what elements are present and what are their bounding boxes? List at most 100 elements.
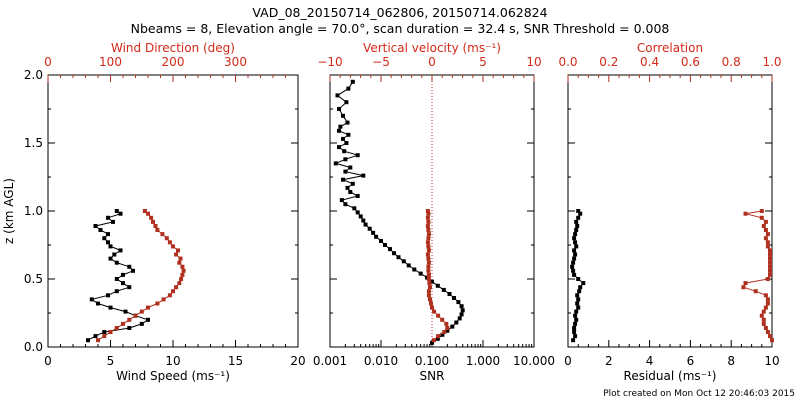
data-point-wind-direction (161, 297, 166, 302)
data-point-residual (577, 289, 582, 294)
data-point-vertical-velocity (426, 256, 431, 261)
data-point-residual (576, 209, 581, 213)
data-point-correlation (765, 330, 770, 334)
data-point-snr (440, 332, 445, 337)
xtick-label: 20 (290, 354, 305, 368)
data-point-residual (572, 272, 577, 277)
data-point-residual (578, 285, 583, 290)
data-point-vertical-velocity (426, 268, 431, 273)
data-point-wind-speed (114, 289, 119, 294)
data-point-snr (333, 161, 338, 166)
xtick-label: 5 (107, 354, 115, 368)
data-point-wind-direction (171, 244, 175, 249)
data-point-residual (574, 309, 579, 314)
data-point-correlation (768, 264, 772, 269)
data-point-wind-speed (86, 338, 90, 343)
data-point-snr (361, 173, 366, 178)
data-point-vertical-velocity (436, 334, 441, 339)
data-point-correlation (770, 338, 774, 343)
data-point-wind-speed (108, 305, 113, 310)
x2-axis-label: Wind Direction (deg) (111, 41, 235, 55)
data-point-wind-speed (127, 326, 132, 330)
data-point-wind-speed (121, 272, 125, 277)
ytick-label: 0.0 (24, 340, 43, 354)
data-point-wind-speed (93, 224, 98, 228)
data-point-vertical-velocity (426, 219, 431, 224)
data-point-wind-direction (179, 277, 184, 281)
data-point-snr (335, 93, 340, 98)
data-point-wind-direction (167, 240, 172, 245)
data-point-snr (418, 271, 423, 276)
data-point-vertical-velocity (430, 305, 434, 310)
data-point-vertical-velocity (436, 313, 441, 318)
data-point-correlation (765, 301, 770, 306)
data-point-vertical-velocity (426, 260, 431, 265)
data-point-residual (574, 244, 579, 249)
data-point-snr (460, 308, 465, 313)
data-point-snr (388, 247, 392, 252)
data-point-wind-direction (180, 264, 185, 269)
data-point-residual (574, 219, 579, 224)
data-point-correlation (743, 281, 748, 286)
x2tick-label: 0.8 (722, 55, 741, 69)
series-line-wind-direction (97, 210, 185, 341)
data-point-snr (457, 316, 462, 321)
data-point-correlation (768, 260, 772, 265)
data-point-vertical-velocity (426, 289, 431, 294)
data-point-vertical-velocity (429, 301, 433, 306)
data-point-snr (367, 226, 372, 231)
data-point-correlation (763, 219, 768, 224)
x2tick-label: 0 (44, 55, 52, 69)
title-line-2: Nbeams = 8, Elevation angle = 70.0°, sca… (131, 21, 670, 36)
data-point-correlation (763, 305, 768, 310)
data-point-snr (342, 149, 347, 154)
data-point-snr (337, 107, 341, 111)
series-line-wind-speed (87, 210, 150, 341)
data-point-snr (344, 100, 349, 105)
panel-2-frame (567, 74, 773, 348)
x2tick-label: 0.6 (681, 55, 700, 69)
data-point-wind-direction (171, 289, 175, 294)
data-point-wind-direction (180, 272, 185, 277)
data-point-wind-direction (155, 228, 160, 232)
data-point-snr (392, 251, 396, 256)
x2tick-label: 0.2 (599, 55, 618, 69)
data-point-snr (379, 238, 383, 243)
xtick-label: 10 (165, 354, 180, 368)
data-point-residual (571, 338, 576, 343)
ytick-label: 1.5 (24, 136, 43, 150)
xtick-label: 6 (687, 354, 695, 368)
data-point-snr (343, 157, 348, 162)
data-point-vertical-velocity (425, 209, 430, 213)
data-point-wind-speed (108, 244, 113, 249)
data-point-snr (355, 194, 360, 198)
data-point-vertical-velocity (425, 240, 430, 245)
data-point-residual (573, 252, 578, 257)
data-point-snr (459, 304, 464, 309)
x2tick-label: −10 (317, 55, 342, 69)
series-line-snr (334, 81, 464, 344)
x2tick-label: 10 (526, 55, 541, 69)
panel-0-frame (47, 74, 299, 348)
data-point-wind-speed (102, 330, 107, 334)
data-point-wind-speed (114, 209, 119, 213)
data-point-residual (571, 260, 576, 265)
data-point-wind-direction (127, 317, 132, 322)
data-point-correlation (768, 248, 772, 253)
xtick-label: 8 (727, 354, 735, 368)
data-point-snr (355, 153, 360, 158)
data-point-wind-speed (106, 240, 110, 245)
data-point-wind-speed (93, 334, 98, 339)
data-point-vertical-velocity (426, 264, 431, 269)
data-point-snr (401, 259, 406, 264)
data-point-snr (345, 120, 350, 125)
data-point-snr (454, 320, 459, 325)
data-point-snr (343, 169, 348, 174)
data-point-correlation (753, 289, 758, 294)
data-point-wind-speed (127, 285, 132, 290)
data-point-vertical-velocity (426, 277, 431, 281)
data-point-snr (358, 214, 363, 219)
data-point-vertical-velocity (445, 326, 450, 330)
data-point-snr (337, 128, 341, 133)
data-point-residual (575, 293, 580, 298)
